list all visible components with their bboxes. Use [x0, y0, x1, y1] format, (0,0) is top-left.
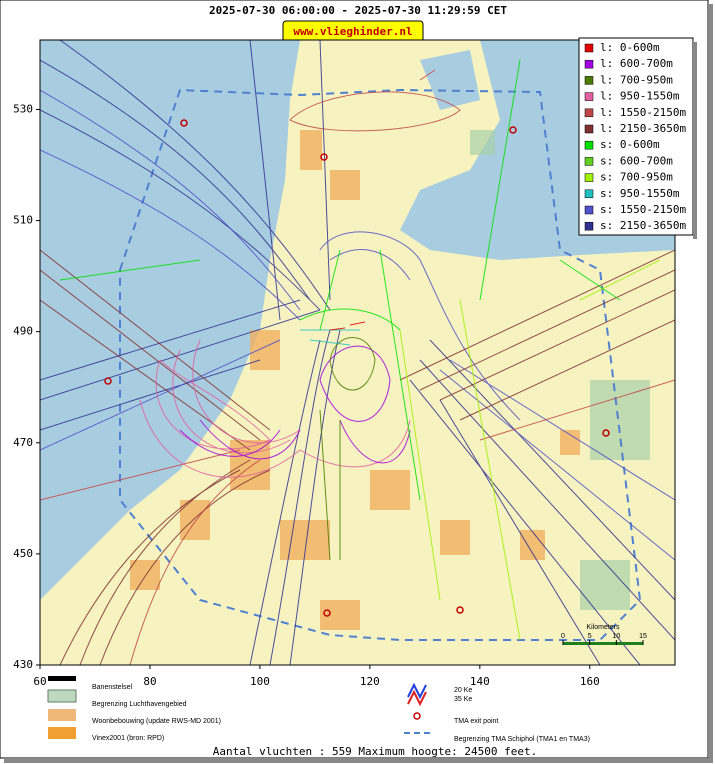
flight-tracks	[40, 40, 675, 665]
legend-swatch	[584, 92, 594, 101]
legend-label: s: 950-1550m	[600, 187, 680, 200]
x-tick-label: 160	[580, 675, 600, 688]
scale-label: 10	[612, 633, 620, 640]
scale-bar: Kilometers 0 5 10 15	[561, 624, 647, 645]
vinex-swatch	[48, 727, 76, 739]
y-tick-label: 530	[13, 102, 33, 115]
legend-text: 20 Ke	[454, 687, 472, 694]
legend-label: s: 1550-2150m	[600, 203, 686, 216]
site-link[interactable]: www.vlieghinder.nl	[293, 25, 412, 38]
legend-swatch	[584, 205, 594, 215]
scale-label: 0	[561, 633, 565, 640]
runway-swatch	[48, 676, 76, 681]
x-tick-label: 100	[250, 675, 270, 688]
exit-icon	[413, 712, 421, 720]
legend-swatch	[584, 43, 594, 53]
y-tick-label: 470	[13, 436, 33, 449]
legend-swatch	[584, 124, 594, 134]
water	[420, 50, 480, 110]
ke35-icon	[407, 689, 427, 707]
legend-label: s: 700-950m	[600, 171, 673, 184]
boundary-swatch	[47, 689, 77, 703]
legend-shadow	[693, 42, 697, 239]
legend-label: l: 950-1550m	[600, 90, 680, 103]
legend-text: Begrenzing Luchthavengebied	[92, 701, 187, 708]
legend-label: l: 700-950m	[600, 73, 673, 86]
legend-text: Begrenzing TMA Schiphol (TMA1 en TMA3)	[454, 736, 590, 743]
legend-label: s: 600-700m	[600, 154, 673, 167]
housing-swatch	[48, 709, 76, 721]
scale-label: 15	[639, 633, 647, 640]
legend-swatch	[584, 189, 594, 199]
legend-swatch	[584, 173, 594, 182]
y-tick-label: 510	[13, 214, 33, 227]
axes: 60 80 100 120 140 160 430 450 470 490 510 530	[13, 102, 600, 688]
x-tick-label: 80	[143, 675, 156, 688]
legend-swatch	[584, 59, 594, 69]
legend-text: TMA exit point	[454, 718, 498, 725]
legend-label: l: 0-600m	[600, 41, 660, 54]
legend-swatch	[584, 221, 594, 231]
legend-swatch	[584, 140, 594, 150]
legend-text: Vinex2001 (bron: RPD)	[92, 735, 164, 742]
x-tick-label: 60	[33, 675, 46, 688]
footer: Aantal vluchten : 559 Maximum hoogte: 24…	[213, 745, 538, 758]
legend-text: Banenstelsel	[92, 684, 133, 691]
shadow	[4, 758, 713, 763]
scale-title: Kilometers	[586, 624, 620, 631]
plot-border	[39, 39, 676, 666]
y-tick-label: 430	[13, 658, 33, 671]
map-legend: Banenstelsel Begrenzing Luchthavengebied…	[47, 676, 590, 743]
legend-text: 35 Ke	[454, 696, 472, 703]
scale-label: 5	[588, 633, 592, 640]
housing-areas	[130, 130, 580, 630]
legend-text: Woonbebouwing (update RWS-MD 2001)	[92, 718, 221, 725]
shadow	[708, 4, 713, 762]
green-areas	[470, 130, 650, 610]
legend-box	[578, 37, 694, 236]
scale-bar	[563, 642, 643, 645]
legend-swatch	[584, 76, 594, 85]
x-tick-label: 120	[360, 675, 380, 688]
tma-boundary	[119, 88, 642, 641]
map	[40, 40, 675, 665]
legend-label: l: 1550-2150m	[600, 106, 686, 119]
legend-label: l: 600-700m	[600, 57, 673, 70]
title: 2025-07-30 06:00:00 - 2025-07-30 11:29:5…	[209, 4, 507, 17]
tma-exit-points	[104, 119, 610, 617]
legend-swatch	[584, 108, 594, 118]
legend-label: s: 2150-3650m	[600, 219, 686, 232]
y-tick-label: 450	[13, 547, 33, 560]
legend-swatch	[584, 157, 594, 166]
ke20-icon	[407, 682, 427, 700]
legend-label: l: 2150-3650m	[600, 122, 686, 135]
legend: l: 0-600m l: 600-700m l: 700-950m l: 950-15…	[584, 41, 686, 232]
y-tick-label: 490	[13, 325, 33, 338]
x-tick-label: 140	[470, 675, 490, 688]
legend-label: s: 0-600m	[600, 138, 660, 151]
